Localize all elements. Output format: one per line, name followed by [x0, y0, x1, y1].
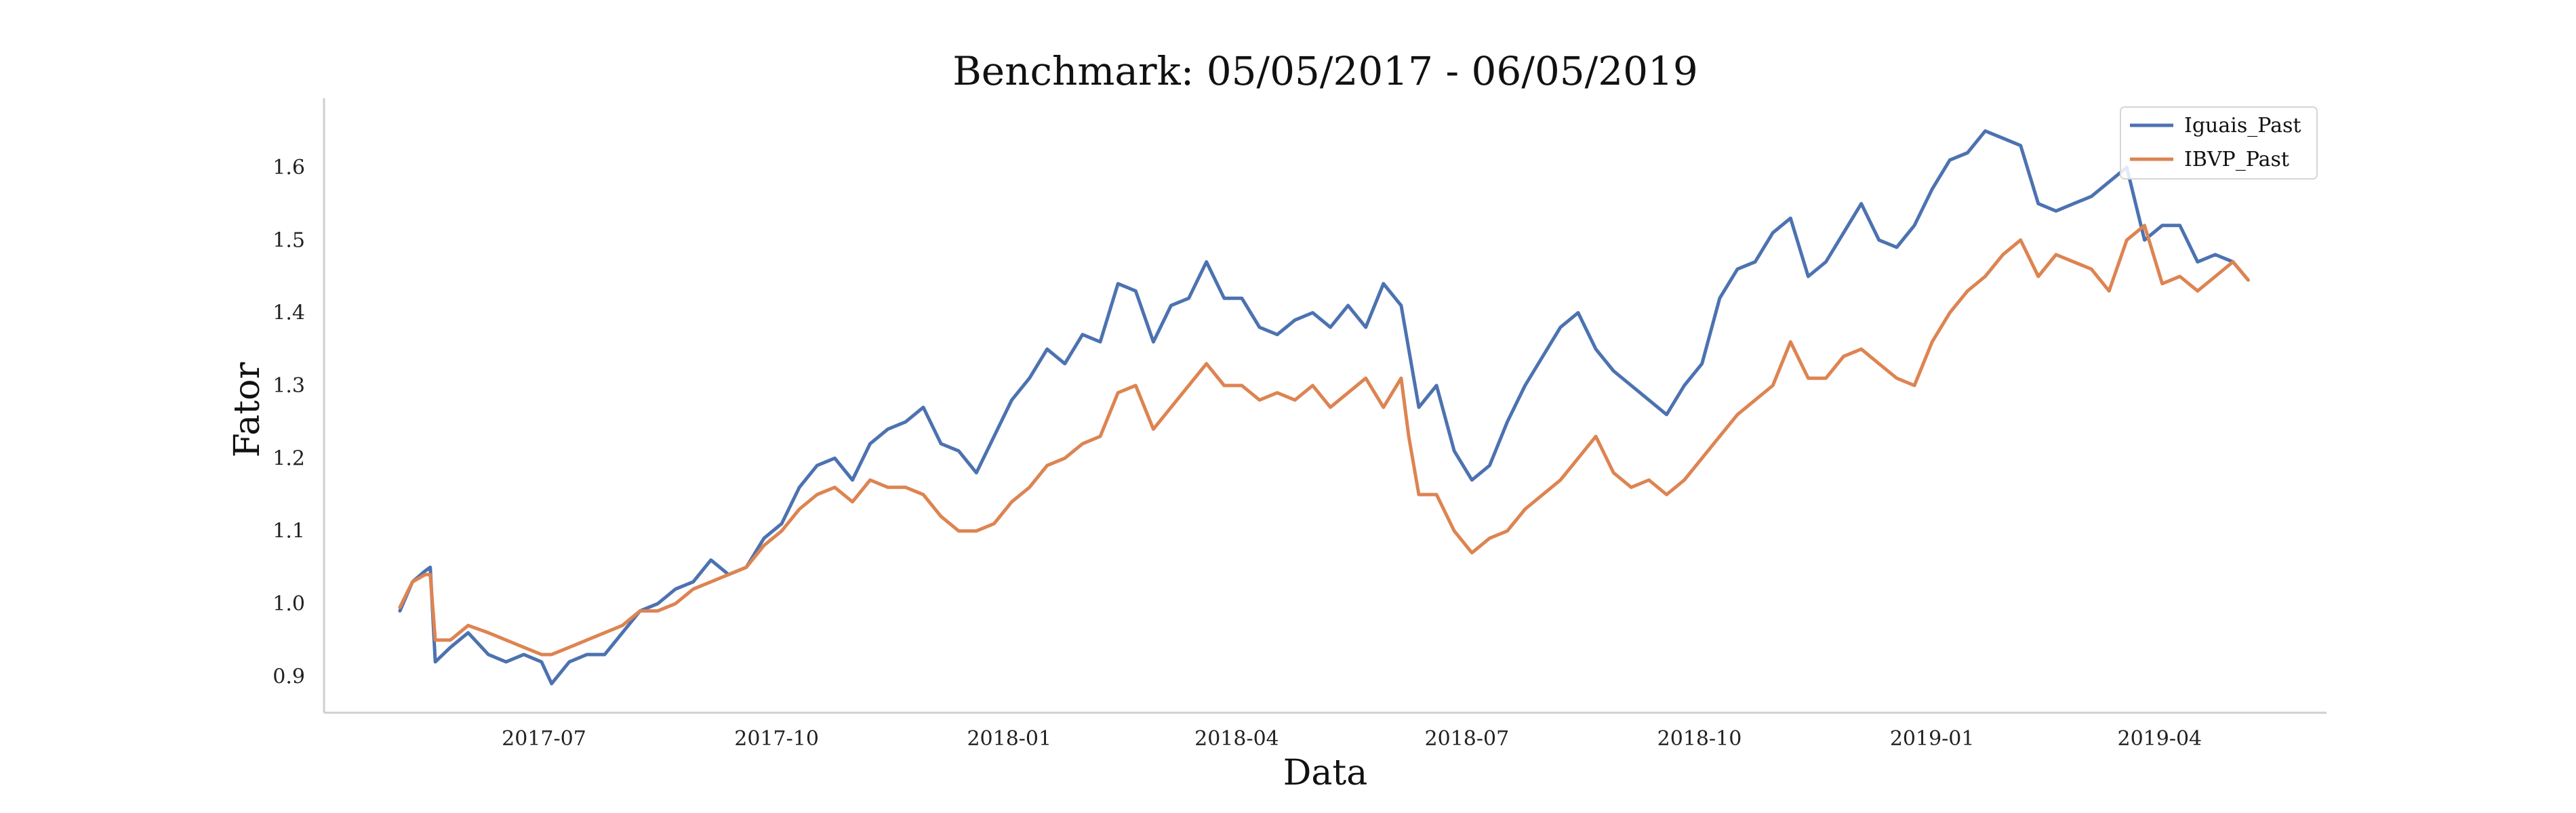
x-tick-label: 2017-07: [502, 727, 586, 751]
y-axis-ticks: 0.9 1.0 1.1 1.2 1.3 1.4 1.5 1.6: [273, 156, 305, 688]
series-line-1: [398, 129, 2250, 686]
axes: [323, 98, 2327, 714]
series-line-2: [398, 224, 2250, 656]
x-tick-label: 2018-07: [1425, 727, 1510, 751]
y-tick-label: 1.6: [273, 156, 305, 180]
x-tick-label: 2019-01: [1890, 727, 1975, 751]
x-axis-title: Data: [1283, 753, 1368, 793]
y-tick-label: 1.0: [273, 592, 305, 616]
legend: Iguais_Past IBVP_Past: [2120, 106, 2318, 180]
x-tick-label: 2018-04: [1194, 727, 1279, 751]
y-tick-label: 1.4: [273, 301, 305, 325]
x-tick-label: 2019-04: [2117, 727, 2202, 751]
y-tick-label: 1.1: [273, 520, 305, 543]
chart-title: Benchmark: 05/05/2017 - 06/05/2019: [952, 48, 1698, 94]
legend-label: IBVP_Past: [2184, 148, 2289, 171]
series-lines: [398, 129, 2250, 686]
x-tick-label: 2018-10: [1657, 727, 1742, 751]
y-tick-label: 1.3: [273, 374, 305, 398]
x-tick-label: 2018-01: [967, 727, 1051, 751]
legend-label: Iguais_Past: [2184, 114, 2301, 138]
y-axis-title: Fator: [227, 362, 268, 458]
y-tick-label: 1.2: [273, 446, 305, 470]
x-tick-label: 2017-10: [734, 727, 819, 751]
y-tick-label: 1.5: [273, 228, 305, 252]
y-tick-label: 0.9: [273, 665, 305, 688]
x-axis-ticks: 2017-07 2017-10 2018-01 2018-04 2018-07 2018-…: [502, 727, 2202, 751]
